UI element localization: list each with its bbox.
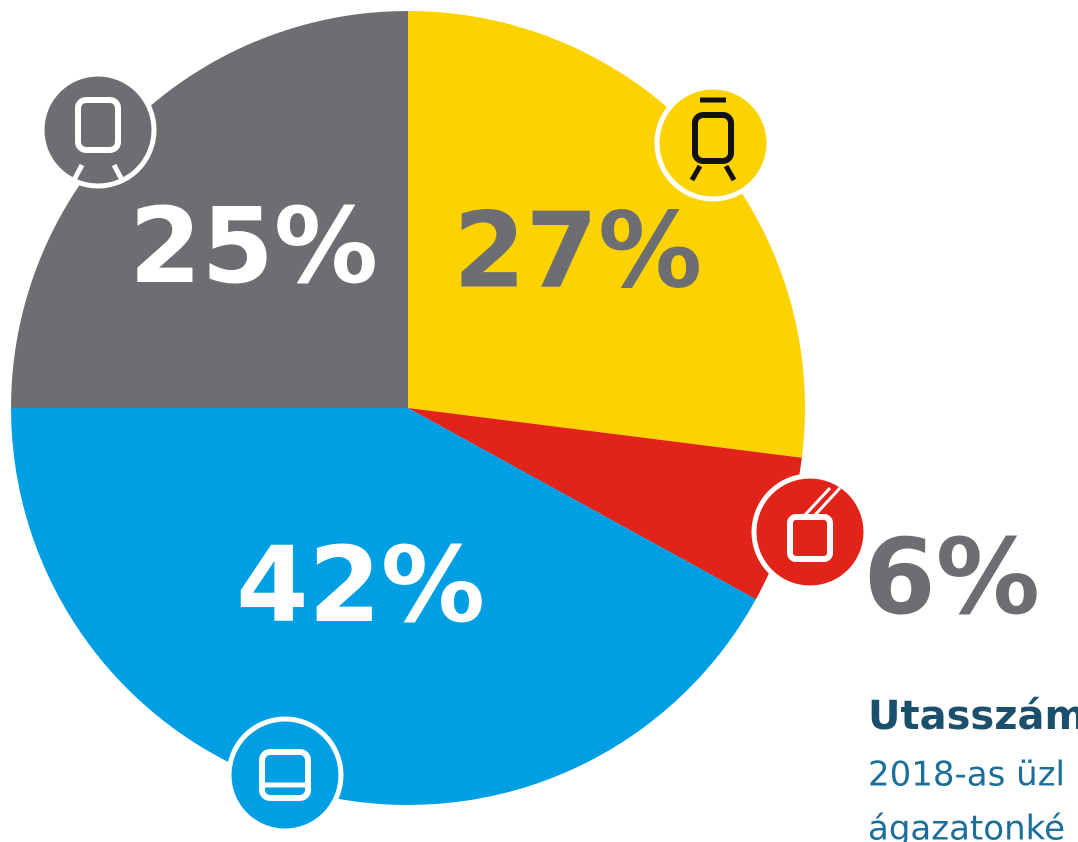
icons bbox=[39, 71, 869, 834]
subtitle: ágazatonké bbox=[868, 809, 1065, 842]
pie bbox=[11, 11, 805, 805]
pie-slice bbox=[408, 408, 802, 600]
value-label: 27% bbox=[453, 190, 702, 312]
pie-slice bbox=[408, 11, 805, 458]
value-label: 25% bbox=[129, 185, 378, 307]
pie-slice bbox=[11, 408, 756, 805]
trolleybus-icon bbox=[751, 473, 869, 591]
bus-icon bbox=[226, 716, 344, 834]
metro-icon bbox=[39, 71, 157, 189]
chart-title: Utasszám bbox=[868, 693, 1078, 739]
tram-icon bbox=[654, 84, 772, 202]
pie-slice bbox=[11, 11, 408, 408]
value-label: 42% bbox=[236, 524, 485, 646]
subtitle: 2018-as üzl bbox=[868, 755, 1065, 795]
value-label: 6% bbox=[863, 516, 1040, 638]
